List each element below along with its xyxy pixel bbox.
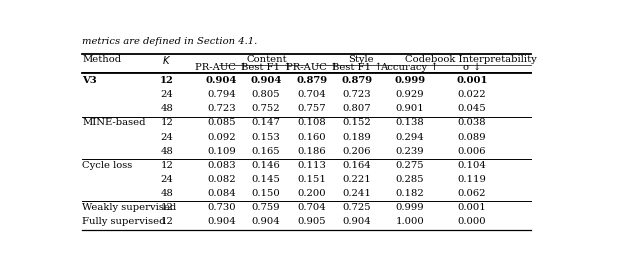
Text: 0.285: 0.285	[396, 175, 424, 184]
Text: 0.757: 0.757	[298, 104, 326, 113]
Text: MINE-based: MINE-based	[83, 118, 146, 127]
Text: 0.904: 0.904	[205, 76, 237, 85]
Text: 0.759: 0.759	[252, 203, 280, 212]
Text: 0.084: 0.084	[207, 189, 236, 198]
Text: 0.104: 0.104	[458, 161, 486, 170]
Text: 0.905: 0.905	[298, 217, 326, 226]
Text: 0.089: 0.089	[458, 133, 486, 142]
Text: PR-AUC ↑: PR-AUC ↑	[195, 63, 248, 72]
Text: 0.152: 0.152	[342, 118, 371, 127]
Text: 0.165: 0.165	[252, 147, 280, 156]
Text: 0.200: 0.200	[298, 189, 326, 198]
Text: Method: Method	[83, 55, 122, 64]
Text: 0.904: 0.904	[342, 217, 371, 226]
Text: 0.879: 0.879	[341, 76, 372, 85]
Text: 0.794: 0.794	[207, 90, 236, 99]
Text: 0.001: 0.001	[458, 203, 486, 212]
Text: 0.147: 0.147	[252, 118, 280, 127]
Text: 12: 12	[161, 203, 173, 212]
Text: V3: V3	[83, 76, 97, 85]
Text: 12: 12	[161, 217, 173, 226]
Text: Cycle loss: Cycle loss	[83, 161, 132, 170]
Text: 48: 48	[161, 189, 173, 198]
Text: metrics are defined in Section 4.1.: metrics are defined in Section 4.1.	[83, 37, 258, 46]
Text: 0.151: 0.151	[298, 175, 326, 184]
Text: 0.805: 0.805	[252, 90, 280, 99]
Text: 0.999: 0.999	[394, 76, 426, 85]
Text: 0.879: 0.879	[296, 76, 328, 85]
Text: 0.045: 0.045	[458, 104, 486, 113]
Text: 0.221: 0.221	[342, 175, 371, 184]
Text: 0.730: 0.730	[207, 203, 236, 212]
Text: 0.723: 0.723	[207, 104, 236, 113]
Text: 0.164: 0.164	[342, 161, 371, 170]
Text: 0.239: 0.239	[396, 147, 424, 156]
Text: Codebook Interpretability: Codebook Interpretability	[404, 55, 536, 64]
Text: 0.001: 0.001	[456, 76, 488, 85]
Text: 24: 24	[161, 90, 173, 99]
Text: 0.206: 0.206	[342, 147, 371, 156]
Text: 0.108: 0.108	[298, 118, 326, 127]
Text: PR-AUC ↑: PR-AUC ↑	[286, 63, 339, 72]
Text: 0.153: 0.153	[252, 133, 280, 142]
Text: 0.082: 0.082	[207, 175, 236, 184]
Text: Fully supervised: Fully supervised	[83, 217, 166, 226]
Text: 0.725: 0.725	[342, 203, 371, 212]
Text: 0.704: 0.704	[298, 203, 326, 212]
Text: 0.113: 0.113	[298, 161, 326, 170]
Text: Style: Style	[348, 55, 374, 64]
Text: Best F1 ↑: Best F1 ↑	[241, 63, 291, 72]
Text: 12: 12	[161, 118, 173, 127]
Text: 0.999: 0.999	[396, 203, 424, 212]
Text: 0.062: 0.062	[458, 189, 486, 198]
Text: 0.150: 0.150	[252, 189, 280, 198]
Text: Weakly supervised: Weakly supervised	[83, 203, 177, 212]
Text: 0.929: 0.929	[396, 90, 424, 99]
Text: 0.083: 0.083	[207, 161, 236, 170]
Text: 0.241: 0.241	[342, 189, 371, 198]
Text: 0.189: 0.189	[342, 133, 371, 142]
Text: Best F1 ↑: Best F1 ↑	[332, 63, 382, 72]
Text: 0.704: 0.704	[298, 90, 326, 99]
Text: 0.138: 0.138	[396, 118, 424, 127]
Text: 0.807: 0.807	[342, 104, 371, 113]
Text: 0.146: 0.146	[252, 161, 280, 170]
Text: 12: 12	[161, 161, 173, 170]
Text: 0.182: 0.182	[396, 189, 424, 198]
Text: 0.160: 0.160	[298, 133, 326, 142]
Text: 0.294: 0.294	[396, 133, 424, 142]
Text: 48: 48	[161, 104, 173, 113]
Text: 0.119: 0.119	[458, 175, 486, 184]
Text: 0.904: 0.904	[207, 217, 236, 226]
Text: 0.752: 0.752	[252, 104, 280, 113]
Text: 12: 12	[160, 76, 173, 85]
Text: 0.186: 0.186	[298, 147, 326, 156]
Text: 0.006: 0.006	[458, 147, 486, 156]
Text: 0.092: 0.092	[207, 133, 236, 142]
Text: 0.275: 0.275	[396, 161, 424, 170]
Text: 48: 48	[161, 147, 173, 156]
Text: 1.000: 1.000	[396, 217, 424, 226]
Text: 0.109: 0.109	[207, 147, 236, 156]
Text: 0.145: 0.145	[252, 175, 280, 184]
Text: 0.000: 0.000	[458, 217, 486, 226]
Text: 0.901: 0.901	[396, 104, 424, 113]
Text: 0.085: 0.085	[207, 118, 236, 127]
Text: 0.723: 0.723	[342, 90, 371, 99]
Text: 0.022: 0.022	[458, 90, 486, 99]
Text: 24: 24	[161, 175, 173, 184]
Text: 0.038: 0.038	[458, 118, 486, 127]
Text: 0.904: 0.904	[250, 76, 282, 85]
Text: σ ↓: σ ↓	[463, 63, 481, 72]
Text: Content: Content	[246, 55, 287, 64]
Text: Accuracy ↑: Accuracy ↑	[381, 62, 439, 72]
Text: 0.904: 0.904	[252, 217, 280, 226]
Text: 24: 24	[161, 133, 173, 142]
Text: $K$: $K$	[162, 54, 172, 66]
